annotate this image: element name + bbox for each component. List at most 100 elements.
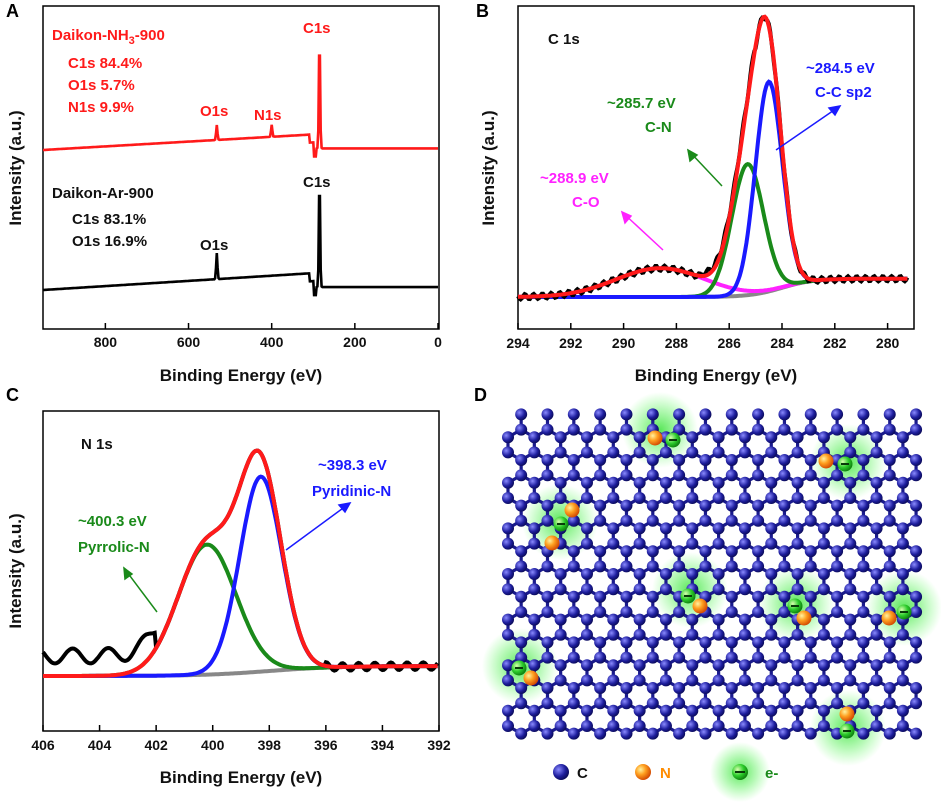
x-tick-label: 292	[559, 335, 583, 351]
carbon-atom	[765, 446, 778, 459]
carbon-atom	[541, 651, 554, 664]
x-tick-label: 284	[770, 335, 794, 351]
carbon-atom	[528, 659, 541, 672]
carbon-atom	[870, 720, 883, 732]
carbon-atom	[594, 651, 607, 664]
peak-label-pyrrolic-name: Pyrrolic-N	[78, 539, 150, 556]
carbon-atom	[831, 682, 844, 694]
carbon-atom	[870, 659, 883, 672]
carbon-atom	[738, 659, 751, 672]
carbon-atom	[870, 583, 883, 596]
carbon-atom	[528, 583, 541, 596]
nh3-peak-n1s: N1s	[254, 107, 282, 124]
carbon-atom	[910, 514, 923, 527]
ar-comp-o1s: O1s 16.9%	[72, 233, 147, 250]
carbon-atom	[844, 522, 857, 535]
carbon-atom	[791, 537, 804, 550]
carbon-atom	[791, 446, 804, 459]
nh3-peak-o1s: O1s	[200, 103, 228, 120]
carbon-atom	[567, 514, 580, 527]
carbon-atom	[554, 568, 567, 580]
peak-label-pyridinic-name: Pyridinic-N	[312, 483, 391, 500]
carbon-atom	[673, 651, 686, 664]
carbon-atom	[554, 446, 567, 459]
x-tick-label: 600	[177, 334, 201, 350]
carbon-atom	[607, 537, 620, 550]
carbon-atom	[646, 514, 659, 527]
carbon-atom	[646, 408, 659, 421]
carbon-atom	[515, 423, 528, 436]
carbon-atom	[778, 606, 791, 618]
legend-electron-label: e-	[765, 765, 778, 782]
carbon-atom	[554, 674, 567, 687]
carbon-atom	[896, 674, 909, 687]
carbon-atom	[673, 499, 686, 512]
carbon-atom	[752, 454, 765, 466]
carbon-atom	[620, 636, 633, 649]
carbon-atom	[580, 659, 593, 672]
carbon-atom	[725, 560, 738, 573]
carbon-atom	[738, 522, 751, 535]
carbon-atom	[870, 628, 883, 641]
carbon-atom	[910, 545, 923, 558]
carbon-atom	[752, 514, 765, 527]
carbon-atom	[594, 636, 607, 649]
carbon-atom	[765, 568, 778, 580]
carbon-atom	[673, 727, 686, 740]
carbon-atom	[515, 697, 528, 710]
carbon-atom	[673, 560, 686, 573]
legend-carbon-ball	[553, 764, 569, 780]
carbon-atom	[554, 492, 567, 504]
carbon-atom	[765, 492, 778, 504]
carbon-atom	[594, 514, 607, 527]
carbon-atom	[804, 408, 817, 421]
carbon-atom	[844, 628, 857, 641]
carbon-atom	[686, 613, 699, 626]
panel-c-xlabel: Binding Energy (eV)	[160, 768, 322, 787]
carbon-atom	[738, 613, 751, 626]
carbon-atom	[738, 704, 751, 717]
carbon-atom	[567, 606, 580, 618]
carbon-atom	[831, 590, 844, 603]
carbon-atom	[515, 606, 528, 618]
carbon-atom	[896, 522, 909, 535]
carbon-atom	[633, 568, 646, 580]
carbon-atom	[659, 492, 672, 504]
carbon-atom	[778, 514, 791, 527]
carbon-atom	[778, 636, 791, 649]
carbon-atom	[857, 697, 870, 710]
carbon-atom	[567, 590, 580, 603]
nitrogen-atom	[647, 430, 663, 446]
carbon-atom	[804, 514, 817, 527]
carbon-atom	[725, 408, 738, 421]
carbon-atom	[857, 727, 870, 740]
carbon-atom	[646, 560, 659, 573]
carbon-atom	[883, 682, 896, 694]
carbon-atom	[778, 454, 791, 466]
carbon-atom	[883, 499, 896, 512]
carbon-atom	[515, 408, 528, 421]
carbon-atom	[502, 583, 514, 596]
carbon-atom	[567, 682, 580, 694]
carbon-atom	[659, 674, 672, 687]
carbon-atom	[752, 636, 765, 649]
carbon-atom	[910, 651, 923, 664]
carbon-atom	[752, 423, 765, 436]
carbon-atom	[633, 613, 646, 626]
carbon-atom	[673, 636, 686, 649]
carbon-atom	[686, 704, 699, 717]
carbon-atom	[712, 492, 725, 504]
panel-b: B 294 292 290 288 286 284 282 280 Binding Energ…	[476, 1, 915, 385]
carbon-atom	[778, 727, 791, 740]
panel-letter-b: B	[476, 1, 489, 21]
carbon-atom	[620, 454, 633, 466]
carbon-atom	[857, 454, 870, 466]
carbon-atom	[633, 431, 646, 444]
carbon-atom	[541, 514, 554, 527]
carbon-atom	[896, 446, 909, 459]
carbon-atom	[896, 537, 909, 550]
carbon-atom	[778, 560, 791, 573]
carbon-atom	[910, 590, 923, 603]
carbon-atom	[580, 720, 593, 732]
carbon-atom	[607, 492, 620, 504]
